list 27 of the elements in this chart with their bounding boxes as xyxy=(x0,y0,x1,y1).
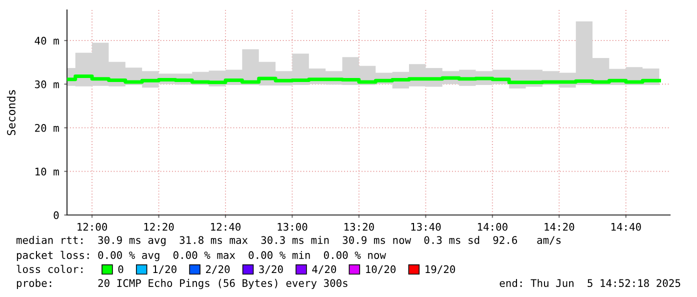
y-tick-label: 20 m xyxy=(35,124,59,132)
x-tick-label: 12:00 xyxy=(78,222,108,231)
y-tick-label: 10 m xyxy=(36,168,59,176)
legend-title: loss color: xyxy=(16,264,82,274)
x-tick-label: 12:40 xyxy=(211,222,240,231)
x-tick-label: 13:20 xyxy=(344,222,374,231)
legend-label: 4/20 xyxy=(312,265,336,274)
legend-label: 2/20 xyxy=(206,265,230,274)
text: probe: 20 ICMP Echo Pings (56 Bytes) every 300s xyxy=(16,278,348,290)
legend-label: 19/20 xyxy=(426,265,456,274)
x-tick-label: 12:20 xyxy=(144,222,174,231)
y-tick-label: 30 m xyxy=(34,80,59,88)
legend-label: 10/20 xyxy=(366,265,396,274)
legend-label: 1/20 xyxy=(153,265,176,274)
legend-label: 0 xyxy=(118,265,124,274)
y-tick-label: 40 m xyxy=(34,36,59,45)
x-tick-label: 14:00 xyxy=(478,222,508,231)
text: packet loss: 0.00 % avg 0.00 % max 0.00 % min 0.00 % now xyxy=(16,250,386,262)
x-tick-label: 13:00 xyxy=(278,222,308,231)
text: end: Thu Jun 5 14:52:18 2025 xyxy=(500,278,680,288)
x-tick-label: 14:40 xyxy=(611,222,641,231)
text: median rtt: 30.9 ms avg 31.8 ms max 30.3 ms min 30.9 ms now 0.3 ms sd 92.6 am/s xyxy=(16,236,561,246)
y-axis-title: Seconds xyxy=(6,90,16,136)
legend-label: 3/20 xyxy=(259,265,283,274)
y-tick-label: 0 xyxy=(54,211,59,220)
x-tick-label: 14:20 xyxy=(544,222,574,231)
x-tick-label: 13:40 xyxy=(411,222,441,231)
